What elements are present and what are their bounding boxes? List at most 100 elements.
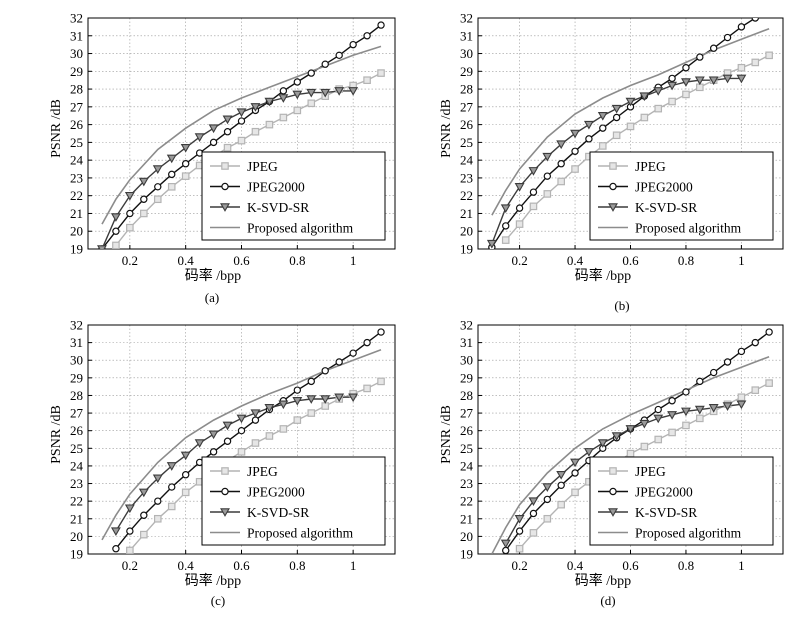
legend-label: JPEG	[635, 159, 666, 174]
data-point	[279, 425, 288, 433]
y-tick-label: 24	[460, 458, 474, 473]
data-point	[154, 183, 162, 191]
data-point	[667, 81, 678, 91]
data-point	[723, 33, 732, 42]
data-point	[612, 131, 621, 140]
data-point	[709, 44, 718, 52]
data-point	[181, 172, 190, 180]
data-point	[208, 430, 219, 440]
y-tick-label: 25	[460, 135, 473, 150]
data-point	[682, 64, 690, 72]
data-point	[306, 395, 317, 404]
data-point	[682, 421, 690, 430]
y-tick-label: 20	[460, 529, 473, 544]
series-line-proposed-algorithm	[101, 348, 382, 541]
data-point	[500, 539, 511, 549]
data-point	[363, 338, 371, 347]
series-group	[486, 18, 773, 249]
data-point	[542, 152, 553, 162]
data-point	[640, 442, 649, 451]
data-point	[153, 514, 162, 523]
x-tick-label: 0.4	[567, 253, 584, 268]
data-point	[708, 404, 719, 413]
data-point	[181, 471, 190, 479]
data-point	[571, 469, 579, 477]
data-point	[279, 87, 288, 95]
data-point	[251, 127, 260, 136]
data-point	[515, 204, 524, 212]
legend-label: K-SVD-SR	[635, 505, 697, 520]
data-point	[668, 397, 676, 405]
x-tick-label: 0.4	[178, 253, 195, 268]
data-point	[501, 236, 510, 244]
data-point	[167, 183, 176, 191]
data-point	[528, 167, 539, 176]
legend-marker	[608, 203, 618, 212]
x-axis-label: 码率 /bpp	[185, 267, 241, 284]
data-point	[640, 113, 649, 122]
data-point	[222, 115, 233, 125]
x-tick-label: 0.8	[678, 253, 694, 268]
data-point	[486, 239, 497, 249]
y-tick-label: 26	[460, 423, 474, 438]
data-point	[639, 419, 650, 429]
x-tick-label: 0.2	[122, 253, 138, 268]
data-point	[694, 76, 705, 86]
data-point	[320, 88, 331, 98]
x-tick-label: 1	[738, 558, 745, 573]
legend-label: Proposed algorithm	[247, 221, 354, 236]
series-line-proposed-algorithm	[491, 355, 770, 554]
data-point	[112, 227, 120, 235]
data-point	[529, 509, 538, 518]
data-point	[334, 87, 345, 96]
data-point	[126, 527, 134, 535]
y-tick-label: 32	[460, 11, 473, 26]
legend: JPEG JPEG2000 K-SVD-SR Proposed algorithm	[201, 456, 386, 546]
legend-marker	[221, 487, 229, 496]
x-tick-label: 0.4	[178, 558, 195, 573]
data-point	[181, 488, 190, 497]
y-tick-label: 28	[70, 82, 83, 97]
y-tick-label: 24	[460, 153, 474, 168]
chart-panel-c: 19 20 21 22 23 24 25 26 27 28 29 30 31 32 0.2 0.4 0.6 0.8…	[49, 318, 396, 608]
data-point	[264, 404, 275, 413]
y-axis-label: PSNR /dB	[439, 405, 454, 464]
data-point	[349, 40, 357, 49]
data-point	[667, 411, 678, 420]
data-point	[626, 449, 635, 458]
data-point	[696, 53, 704, 61]
y-tick-label: 29	[70, 64, 83, 79]
y-tick-label: 32	[460, 318, 473, 333]
data-point	[363, 76, 371, 84]
data-point	[681, 78, 691, 87]
data-point	[723, 358, 732, 366]
data-point	[140, 511, 148, 519]
data-point	[502, 222, 510, 230]
data-point	[639, 92, 650, 102]
y-tick-label: 32	[70, 318, 83, 333]
data-point	[377, 377, 385, 386]
y-tick-label: 20	[70, 529, 83, 544]
data-point	[557, 481, 565, 489]
y-tick-label: 30	[460, 46, 473, 61]
data-point	[306, 88, 317, 98]
data-point	[625, 97, 636, 107]
data-point	[543, 495, 552, 504]
y-tick-label: 25	[70, 135, 83, 150]
y-tick-label: 20	[70, 224, 83, 239]
legend: JPEG JPEG2000 K-SVD-SR Proposed algorithm	[201, 151, 386, 241]
x-tick-label: 0.6	[622, 253, 639, 268]
series-group	[97, 21, 385, 249]
data-point	[153, 195, 162, 204]
data-point	[334, 393, 345, 403]
data-point	[292, 396, 303, 406]
series-group	[101, 328, 385, 554]
legend: JPEG JPEG2000 K-SVD-SR Proposed algorithm	[589, 151, 774, 241]
y-tick-label: 31	[460, 335, 473, 350]
data-point	[265, 432, 274, 440]
data-point	[722, 402, 733, 411]
y-tick-label: 23	[460, 170, 473, 185]
data-point	[138, 488, 149, 498]
data-point	[377, 21, 385, 29]
y-tick-label: 29	[460, 64, 473, 79]
